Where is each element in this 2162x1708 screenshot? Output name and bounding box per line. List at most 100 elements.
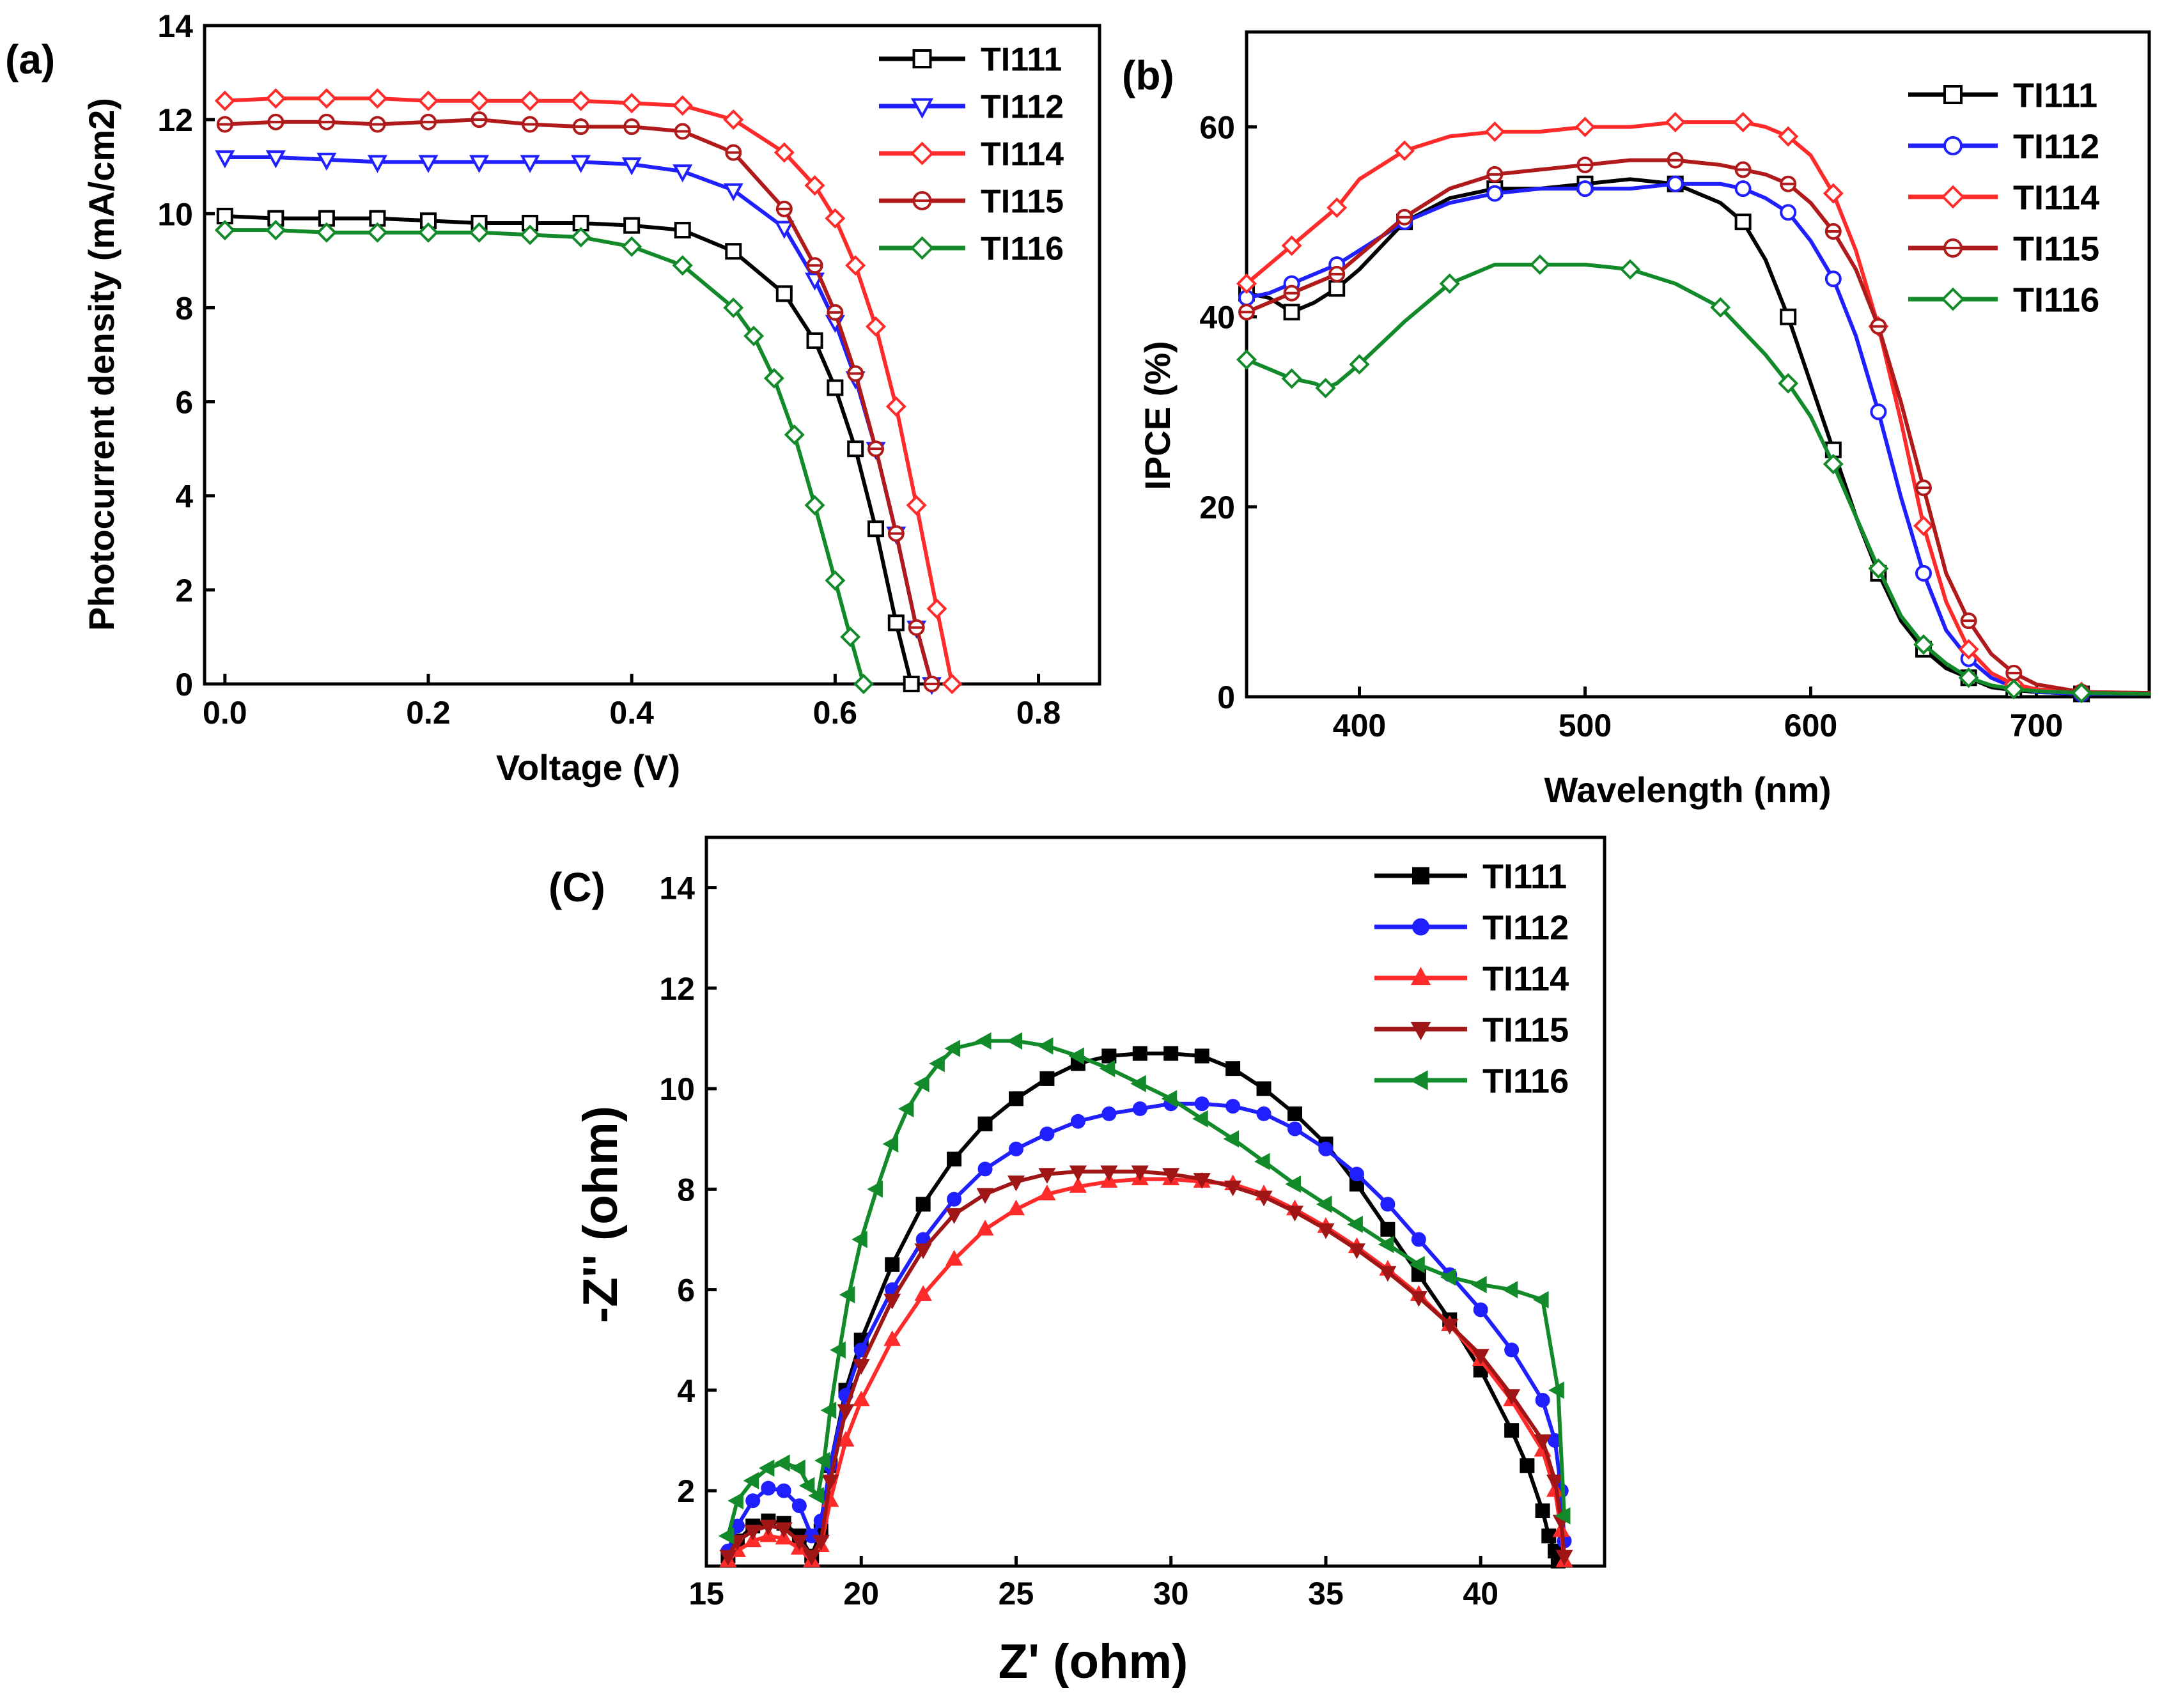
data-point <box>316 222 337 243</box>
data-point <box>214 220 235 241</box>
legend-marker <box>1409 1070 1428 1091</box>
data-point <box>1472 1349 1489 1365</box>
data-point <box>1039 1071 1055 1086</box>
legend-marker <box>1412 867 1429 885</box>
data-point <box>520 155 540 173</box>
legend-item-ti115: TI115 <box>879 183 1064 221</box>
data-point <box>791 1498 807 1514</box>
data-point <box>865 316 887 337</box>
panel-a-x-tick-label: 0.6 <box>813 695 858 731</box>
data-point <box>723 109 744 130</box>
panel-b-x-axis-label: Wavelength (nm) <box>1544 770 1831 810</box>
data-point <box>265 220 286 241</box>
data-point <box>1347 1215 1363 1233</box>
panel-c-x-axis-label: Z' (ohm) <box>999 1634 1188 1689</box>
data-point <box>1378 1236 1394 1254</box>
data-point <box>789 1459 805 1477</box>
panel-b-series <box>1236 112 2151 704</box>
data-point <box>727 1492 743 1510</box>
legend-label: TI114 <box>2013 178 2099 217</box>
data-point <box>1780 204 1797 221</box>
legend-item-ti111: TI111 <box>1908 76 2097 114</box>
data-point <box>672 95 693 116</box>
panel-a-y-tick-label: 4 <box>175 479 193 515</box>
data-point <box>1007 1199 1025 1216</box>
panel-c-x-tick-label: 15 <box>688 1576 724 1611</box>
data-point <box>621 157 642 176</box>
data-point <box>1283 304 1300 321</box>
legend-item-ti114: TI114 <box>879 136 1064 173</box>
data-point <box>1958 639 1979 660</box>
data-point <box>1576 180 1594 198</box>
data-point <box>1913 634 1934 655</box>
legend-item-ti114: TI114 <box>1908 178 2099 217</box>
panel-b-x-tick-label: 500 <box>1559 708 1612 743</box>
data-point <box>1281 368 1302 389</box>
data-point <box>775 285 793 302</box>
panel-a-x-tick-label: 0.4 <box>609 695 654 731</box>
data-point <box>814 1452 830 1470</box>
data-point <box>1958 667 1979 688</box>
data-point <box>1317 1223 1335 1239</box>
data-point <box>840 626 861 648</box>
panel-c-y-tick-label: 2 <box>677 1473 695 1509</box>
data-point <box>1008 1141 1023 1156</box>
data-point <box>469 155 490 173</box>
data-point <box>719 1549 737 1566</box>
data-point <box>944 1039 961 1057</box>
panel-c-y-tick-label: 6 <box>677 1273 695 1308</box>
data-point <box>837 1431 855 1447</box>
legend-marker <box>1412 918 1429 936</box>
data-point <box>774 1454 790 1472</box>
data-point <box>827 379 844 396</box>
data-point <box>1349 1167 1364 1182</box>
data-point <box>1194 1048 1209 1064</box>
data-point <box>1380 1197 1396 1212</box>
panel-a-y-tick-label: 14 <box>157 8 193 44</box>
data-point <box>885 1257 900 1272</box>
data-point <box>1546 1474 1564 1491</box>
data-point <box>1349 353 1370 375</box>
data-point <box>784 424 805 446</box>
data-point <box>1285 1175 1302 1193</box>
data-point <box>852 1231 867 1248</box>
panel-c-x-tick-label: 25 <box>999 1576 1034 1611</box>
data-point <box>1440 1268 1456 1286</box>
data-point <box>1286 1206 1304 1222</box>
data-point <box>790 1535 808 1551</box>
data-point <box>718 1527 735 1545</box>
data-point <box>883 1330 901 1346</box>
data-point <box>1535 1503 1550 1519</box>
panel-c-x-tick-label: 20 <box>843 1576 879 1611</box>
data-point <box>417 90 439 111</box>
data-point <box>1163 1046 1179 1061</box>
data-point <box>1665 112 1686 133</box>
panel-a-x-tick-label: 0.2 <box>406 695 451 731</box>
series-ti111-line <box>222 214 914 686</box>
data-point <box>2003 679 2025 700</box>
legend-item-ti112: TI112 <box>879 89 1064 126</box>
data-point <box>743 1471 759 1489</box>
legend-label: TI111 <box>1482 857 1567 896</box>
data-point <box>367 88 388 109</box>
panel-c-label: (C) <box>548 864 605 910</box>
series-ti115 <box>719 1165 1573 1566</box>
panel-a-legend: TI111 TI112 TI114 TI115 TI116 <box>879 42 1064 268</box>
panel-c-x-tick-label: 35 <box>1308 1576 1344 1611</box>
panel-b-label: (b) <box>1122 52 1174 98</box>
panel-c-y-tick-label: 8 <box>677 1172 695 1207</box>
data-point <box>265 150 286 169</box>
data-point <box>1281 235 1302 256</box>
data-point <box>1328 280 1346 297</box>
panel-b-x-ticks: 400 500 600 700 <box>1333 687 2063 743</box>
series-ti115 <box>1238 151 2151 701</box>
data-point <box>1471 1276 1487 1294</box>
legend-label: TI116 <box>2013 281 2099 319</box>
data-point <box>1224 1180 1242 1197</box>
legend-item-ti116: TI116 <box>1908 281 2099 319</box>
panel-b-y-tick-label: 40 <box>1199 300 1235 336</box>
legend-item-ti112: TI112 <box>1908 127 2099 166</box>
data-point <box>469 222 490 243</box>
